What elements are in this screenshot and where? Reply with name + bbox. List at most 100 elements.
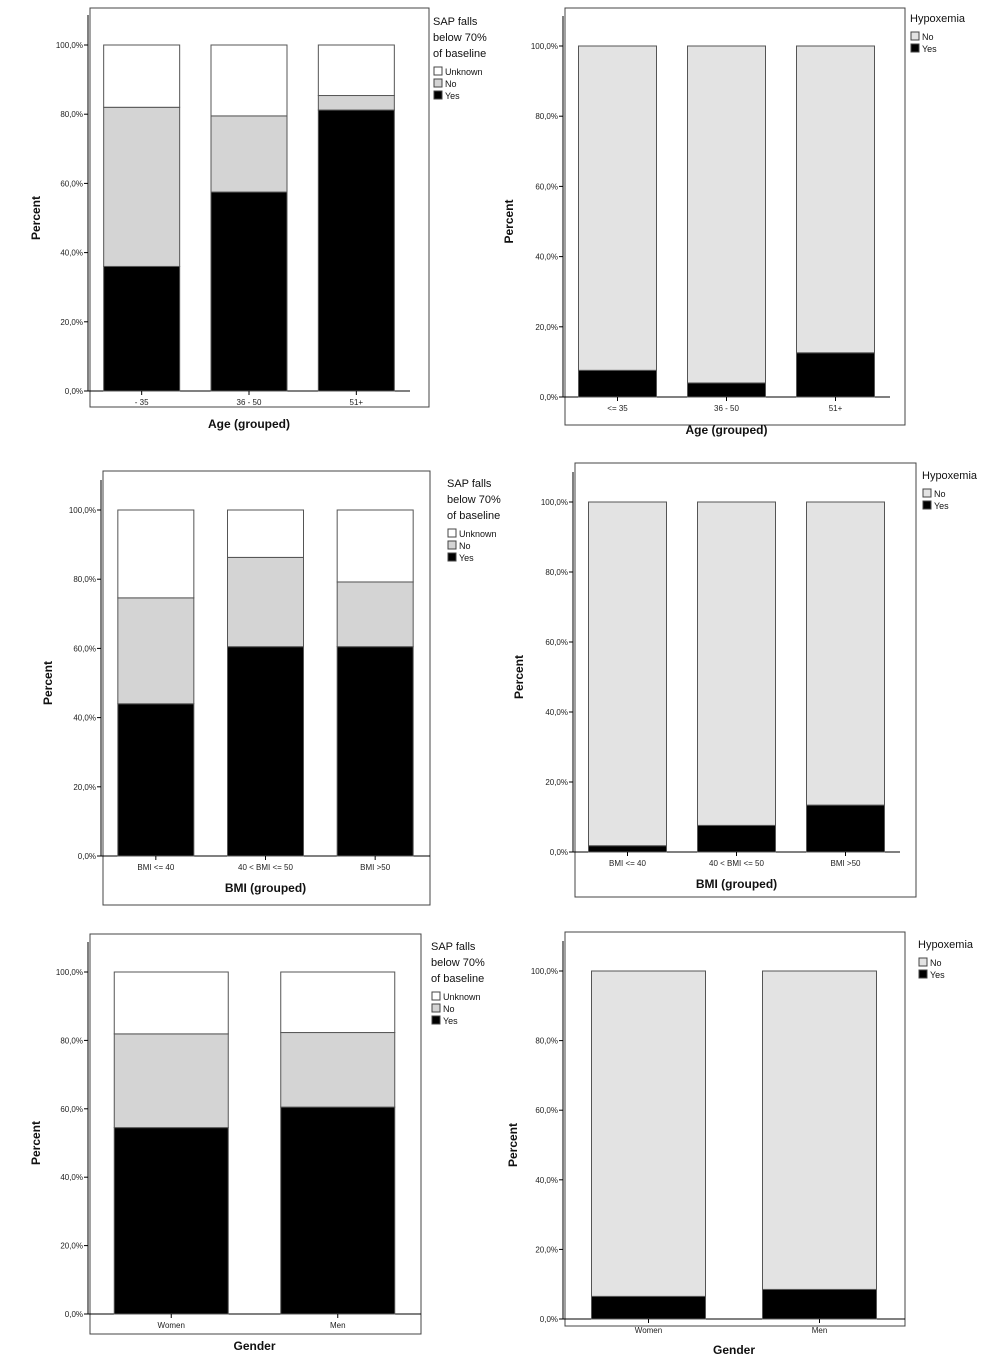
legend-title: below 70%	[433, 32, 487, 44]
x-tick-label: 51+	[350, 398, 364, 407]
y-tick-label: 40,0%	[73, 714, 96, 723]
bar-bmi-50-unknown	[336, 509, 414, 583]
legend-swatch-yes	[918, 969, 928, 979]
bar-51-unknown	[317, 44, 395, 97]
y-axis-title: Percent	[512, 655, 526, 699]
legend-label-no: No	[922, 32, 934, 42]
y-tick-label: 0,0%	[540, 393, 558, 402]
bar-bmi-40-yes	[588, 845, 667, 853]
bar-40-bmi-50-no	[697, 501, 776, 826]
bar-35-no	[578, 45, 657, 371]
bar-bmi-40-no	[117, 597, 195, 705]
legend-title: Hypoxemia	[910, 13, 966, 25]
bar-35-no	[103, 106, 181, 267]
y-tick-label: 0,0%	[550, 848, 568, 857]
y-tick-label: 60,0%	[545, 638, 568, 647]
legend-title: SAP falls	[431, 941, 476, 953]
legend: Hypoxemia No Yes	[918, 939, 974, 980]
y-tick-label: 0,0%	[65, 1310, 83, 1319]
legend: Hypoxemia No Yes	[910, 13, 966, 54]
legend-swatch-yes	[433, 90, 443, 100]
y-tick-label: 80,0%	[60, 1036, 83, 1045]
bar-36-50-no	[687, 45, 766, 384]
bar-bmi-40-yes	[117, 703, 195, 857]
legend-label-yes: Yes	[445, 91, 460, 101]
legend-swatch-yes	[447, 552, 457, 562]
legend-label-yes: Yes	[930, 970, 945, 980]
chart-panel-5: 0,0% 20,0% 40,0% 60,0% 80,0% 100,0% Women Men Ge…	[29, 933, 485, 1353]
y-tick-label: 40,0%	[535, 253, 558, 262]
bar-40-bmi-50-unknown	[227, 509, 304, 558]
legend: SAP falls below 70% of baseline Unknown No Ye…	[431, 941, 485, 1026]
legend: Hypoxemia No Yes	[922, 470, 978, 511]
y-tick-label: 80,0%	[545, 568, 568, 577]
legend-swatch-unknown	[447, 528, 457, 538]
bar-bmi-40-no	[588, 501, 667, 847]
legend-label-yes: Yes	[934, 501, 949, 511]
x-axis-title: Age (grouped)	[208, 417, 290, 431]
y-tick-label: 60,0%	[60, 179, 83, 188]
y-tick-label: 40,0%	[535, 1176, 558, 1185]
y-tick-label: 80,0%	[60, 110, 83, 119]
legend-title: Hypoxemia	[922, 470, 978, 482]
y-tick-label: 80,0%	[535, 112, 558, 121]
legend-title: of baseline	[431, 973, 484, 985]
y-tick-label: 40,0%	[60, 249, 83, 258]
bar-women-no	[591, 970, 706, 1297]
legend-label-unknown: Unknown	[459, 529, 497, 539]
chart-panel-3: 0,0% 20,0% 40,0% 60,0% 80,0% 100,0% BMI <= 40 4…	[41, 470, 501, 906]
bar-bmi-50-yes	[806, 804, 885, 853]
y-tick-label: 100,0%	[531, 42, 558, 51]
x-axis-title: Gender	[233, 1339, 275, 1353]
bar-36-50-yes	[687, 382, 766, 398]
bar-women-no	[113, 1033, 229, 1129]
legend-swatch-no	[433, 78, 443, 88]
x-tick-label: BMI <= 40	[609, 859, 646, 868]
bar-51-no	[796, 45, 875, 354]
x-tick-label: - 35	[135, 398, 149, 407]
y-tick-label: 100,0%	[56, 41, 83, 50]
legend-label-yes: Yes	[443, 1016, 458, 1026]
legend-swatch-no	[922, 488, 932, 498]
bar-51-no	[317, 95, 395, 111]
bar-bmi-50-no	[806, 501, 885, 806]
bar-51-yes	[796, 352, 875, 398]
legend-label-yes: Yes	[922, 44, 937, 54]
y-axis-title: Percent	[29, 196, 43, 240]
bar-women-unknown	[113, 971, 229, 1035]
y-tick-label: 20,0%	[60, 1242, 83, 1251]
legend-swatch-yes	[922, 500, 932, 510]
x-tick-label: Women	[158, 1321, 185, 1330]
legend-label-no: No	[445, 79, 457, 89]
x-axis-title: BMI (grouped)	[696, 877, 777, 891]
legend-swatch-unknown	[433, 66, 443, 76]
y-tick-label: 40,0%	[60, 1173, 83, 1182]
y-tick-label: 40,0%	[545, 708, 568, 717]
bar-women-yes	[113, 1127, 229, 1315]
legend-label-no: No	[443, 1004, 455, 1014]
legend-swatch-no	[918, 957, 928, 967]
legend-label-no: No	[930, 958, 942, 968]
legend: SAP falls below 70% of baseline Unknown No Ye…	[433, 16, 487, 101]
y-axis-title: Percent	[502, 199, 516, 243]
legend-title: SAP falls	[433, 16, 478, 28]
bar-bmi-50-yes	[336, 646, 414, 857]
legend-title: SAP falls	[447, 478, 492, 490]
y-tick-label: 20,0%	[73, 783, 96, 792]
x-axis-title: Age (grouped)	[686, 423, 768, 437]
bar-bmi-40-unknown	[117, 509, 195, 599]
bar-35-yes	[578, 369, 657, 398]
y-tick-label: 60,0%	[535, 1106, 558, 1115]
legend-swatch-no	[910, 31, 920, 41]
bar-men-unknown	[280, 971, 396, 1034]
bar-40-bmi-50-yes	[697, 824, 776, 853]
bar-35-unknown	[103, 44, 181, 108]
bar-36-50-yes	[210, 191, 288, 392]
x-axis-title: BMI (grouped)	[225, 881, 306, 895]
legend-label-unknown: Unknown	[443, 992, 481, 1002]
legend-label-no: No	[934, 489, 946, 499]
chart-panel-1: 0,0% 20,0% 40,0% 60,0% 80,0% 100,0% - 35 36 - 5…	[29, 7, 487, 431]
x-tick-label: Men	[330, 1321, 346, 1330]
legend-title: of baseline	[447, 510, 500, 522]
